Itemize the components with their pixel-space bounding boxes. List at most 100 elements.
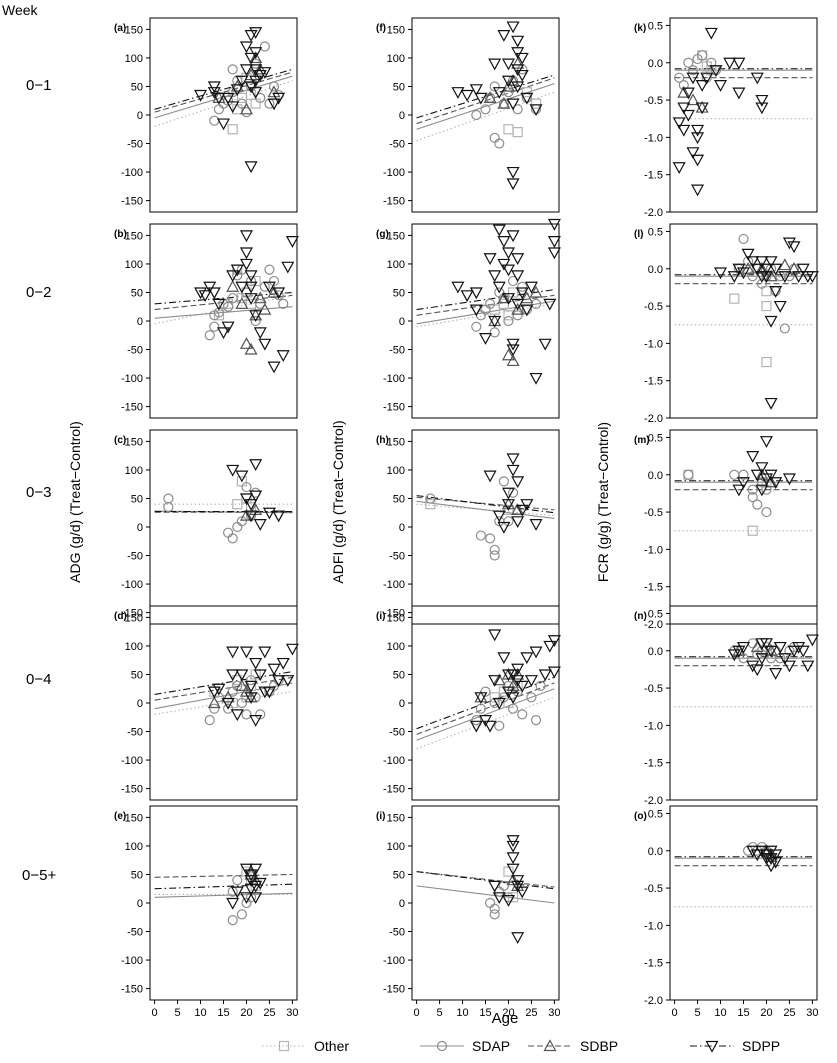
- y-tick-label: -0.5: [644, 95, 663, 107]
- point-sdpp: [488, 629, 502, 642]
- point-sdpp: [520, 92, 534, 105]
- point-sdpp: [244, 692, 258, 705]
- point-sdap: [489, 909, 500, 920]
- point-sdpp: [285, 643, 299, 656]
- legend-marker: [705, 1040, 719, 1053]
- point-sdpp: [520, 499, 534, 511]
- point-sdap: [245, 675, 257, 686]
- ylabel-fcr: FCR (g/g) (Treat−Control): [595, 422, 611, 582]
- point-sdpp: [262, 686, 276, 699]
- panel-k: 0.5 0.0 -0.5 -1.0 -1.5 -2.0 (k): [634, 17, 818, 219]
- point-sdpp: [244, 161, 258, 174]
- y-tick-label: -1.5: [644, 958, 663, 970]
- point-sdpp: [538, 338, 552, 351]
- point-sdpp: [483, 720, 497, 733]
- point-sdpp: [547, 635, 561, 647]
- y-tick-label: -100: [383, 579, 405, 591]
- point-sdpp: [249, 715, 263, 727]
- point-sdpp: [501, 75, 515, 88]
- point-sdpp: [547, 247, 561, 260]
- x-tick-label: 0: [414, 1007, 420, 1019]
- point-sdpp: [524, 281, 538, 294]
- point-sdpp: [511, 675, 525, 687]
- y-tick-label: 50: [393, 287, 405, 299]
- panel-letter: (m): [634, 435, 650, 446]
- point-sdap: [756, 477, 767, 488]
- point-sdpp: [497, 521, 511, 534]
- point-sdpp: [709, 65, 723, 77]
- panel-letter: (a): [114, 23, 126, 34]
- point-sdap: [503, 315, 514, 327]
- y-tick-label: 0: [137, 110, 143, 122]
- point-sdpp: [805, 271, 819, 283]
- point-sdpp: [497, 258, 511, 271]
- point-sdpp: [778, 653, 792, 665]
- y-tick-label: 150: [387, 612, 405, 624]
- point-sdpp: [451, 281, 465, 294]
- point-sdbp: [501, 348, 515, 361]
- y-tick-label: -2.0: [644, 995, 663, 1007]
- point-sdbp: [506, 354, 520, 367]
- point-sdap: [213, 307, 225, 318]
- y-tick-label: 50: [131, 287, 143, 299]
- panel-f: 150 100 50 0 -50 -100 -150 (f): [376, 17, 560, 213]
- fit-line-sdap: [154, 75, 293, 119]
- point-sdpp: [764, 315, 778, 328]
- point-sdpp: [714, 80, 728, 92]
- y-tick-label: -50: [389, 927, 405, 939]
- point-sdap: [489, 327, 500, 338]
- panel-letter: (g): [376, 229, 389, 240]
- point-sdpp: [249, 75, 263, 88]
- point-sdpp: [198, 290, 212, 303]
- y-tick-label: 0.5: [648, 432, 663, 444]
- y-tick-label: -0.5: [644, 507, 663, 519]
- point-sdpp: [547, 236, 561, 248]
- point-sdpp: [244, 270, 258, 283]
- point-sdpp: [483, 253, 497, 265]
- point-sdbp: [239, 337, 253, 349]
- point-sdpp: [686, 72, 700, 85]
- point-sdpp: [773, 641, 787, 654]
- point-sdpp: [750, 849, 764, 862]
- point-sdbp: [506, 679, 520, 691]
- point-sdap: [503, 87, 514, 98]
- y-tick-label: -150: [383, 984, 405, 996]
- point-sdbp: [506, 873, 520, 886]
- point-sdpp: [488, 270, 502, 283]
- point-sdpp: [460, 290, 474, 303]
- point-sdpp: [538, 669, 552, 682]
- point-sdpp: [239, 230, 253, 243]
- y-tick-label: -100: [121, 373, 143, 385]
- y-tick-label: -50: [389, 345, 405, 357]
- point-sdpp: [529, 646, 543, 659]
- point-sdpp: [253, 877, 267, 890]
- point-sdap: [683, 57, 694, 68]
- legend-marker: [436, 1040, 448, 1052]
- point-sdpp: [207, 87, 221, 99]
- point-sdpp: [677, 124, 691, 137]
- point-sdpp: [281, 675, 295, 687]
- point-sdap: [747, 492, 758, 503]
- point-sdpp: [249, 657, 263, 670]
- point-sdbp: [764, 269, 778, 282]
- point-sdbp: [677, 85, 691, 98]
- x-tick-label: 25: [783, 1007, 795, 1019]
- point-sdap: [747, 484, 758, 495]
- x-tick-label: 25: [263, 1007, 275, 1019]
- point-sdpp: [262, 281, 276, 294]
- fit-line-sdbp: [416, 871, 555, 888]
- panel-letter: (k): [634, 23, 646, 34]
- point-sdap: [530, 715, 542, 726]
- point-sdap: [489, 903, 500, 914]
- panel-letter: (i): [376, 611, 385, 622]
- x-tick-label: 30: [286, 1007, 298, 1019]
- point-sdpp: [796, 645, 810, 658]
- point-sdpp: [511, 880, 525, 893]
- point-sdpp: [736, 641, 751, 654]
- y-tick-label: 0.0: [648, 264, 663, 276]
- point-sdbp: [511, 56, 525, 69]
- point-sdap: [756, 278, 767, 289]
- point-sdpp: [755, 484, 769, 497]
- point-sdpp: [506, 344, 520, 357]
- panel-frame: [149, 429, 298, 625]
